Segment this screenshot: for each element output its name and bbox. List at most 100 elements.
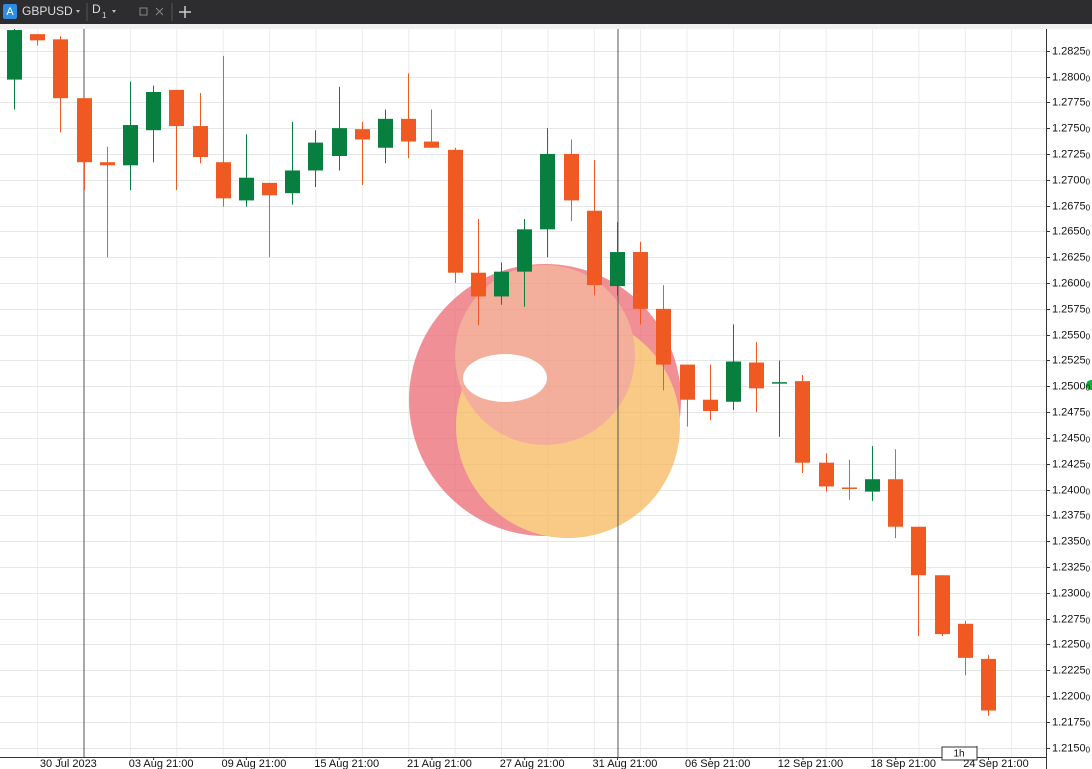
candle-body [471,272,486,297]
symbol-name[interactable]: GBPUSD [22,4,73,18]
timeframe-sub: 1 [102,11,107,20]
y-tick-label: 1.25000 [1052,380,1091,392]
y-tick-label: 1.21500 [1052,742,1091,754]
candle-body [424,141,439,148]
symbol-icon: A [6,6,14,18]
new-tab-button[interactable] [179,6,191,18]
candle-body [378,118,393,148]
candle-body [53,39,68,99]
candle-body [517,229,532,272]
timeframe-dropdown[interactable] [112,10,116,13]
x-tick-label: 09 Aug 21:00 [221,758,286,769]
candle-body [749,362,764,389]
price-axis-bg [1047,29,1092,769]
candle-body [865,479,880,492]
symbol-dropdown[interactable] [76,10,80,13]
detach-button[interactable] [139,7,148,16]
y-tick-label: 1.28250 [1052,45,1091,57]
watermark-logo [409,264,681,538]
axes: 1.21500 1.21750 1.22000 1.22250 1.22500 1.227… [40,45,1091,769]
time-marker: 1h [953,749,964,760]
y-tick-label: 1.22500 [1052,638,1091,650]
candle-body [911,526,926,576]
y-tick-label: 1.25500 [1052,329,1091,341]
close-tab-button[interactable] [155,7,164,16]
y-tick-label: 1.24000 [1052,484,1091,496]
y-tick-label: 1.27000 [1052,174,1091,186]
tab-bar-border [0,24,1092,29]
candle-body [355,129,370,140]
y-tick-label: 1.25250 [1052,354,1091,366]
candle-body [564,153,579,201]
y-tick-label: 1.27750 [1052,96,1091,108]
x-tick-label: 06 Sep 21:00 [685,758,750,769]
candle-body [77,98,92,163]
candle-body [703,399,718,412]
x-tick-label: 03 Aug 21:00 [129,758,194,769]
candle-body [239,177,254,201]
candle-body [958,623,973,658]
candle-body [401,118,416,142]
y-tick-label: 1.25750 [1052,303,1091,315]
candle-body [680,364,695,400]
current-price-marker [1086,380,1092,390]
candle-body [633,252,648,309]
candle-body [656,308,671,365]
y-tick-label: 1.24750 [1052,406,1091,418]
candle-body [100,162,115,166]
candle-body [308,142,323,171]
candle-body [285,170,300,194]
y-tick-label: 1.23500 [1052,535,1091,547]
candle-body [888,479,903,527]
time-marker-frame[interactable] [941,746,978,761]
candle-body [540,153,555,230]
candle-body [7,30,22,80]
y-tick-label: 1.22250 [1052,664,1091,676]
candle-body [332,128,347,157]
y-tick-label: 1.21750 [1052,716,1091,728]
y-tick-label: 1.27250 [1052,148,1091,160]
candle-body [819,462,834,487]
x-tick-label: 27 Aug 21:00 [500,758,565,769]
x-tick-label: 15 Aug 21:00 [314,758,379,769]
y-tick-label: 1.24250 [1052,458,1091,470]
candle-body [448,149,463,273]
y-tick-label: 1.26000 [1052,277,1091,289]
candle-body [935,575,950,635]
candle-body [772,382,787,384]
x-tick-label: 21 Aug 21:00 [407,758,472,769]
y-tick-label: 1.27500 [1052,122,1091,134]
candle-body [30,34,45,41]
x-tick-label: 30 Jul 2023 [40,758,97,769]
candle-body [123,125,138,166]
y-tick-label: 1.26500 [1052,225,1091,237]
y-tick-label: 1.23750 [1052,509,1091,521]
y-tick-label: 1.24500 [1052,432,1091,444]
candle-body [726,361,741,402]
timeframe[interactable]: D [92,2,101,16]
candles [7,29,996,716]
candle-body [494,271,509,297]
candle-body [610,252,625,287]
tab-bar [0,0,1092,24]
y-tick-label: 1.22000 [1052,690,1091,702]
candle-body [262,182,277,196]
candle-body [842,487,857,489]
y-tick-label: 1.28000 [1052,71,1091,83]
x-tick-label: 31 Aug 21:00 [593,758,658,769]
x-tick-label: 18 Sep 21:00 [870,758,935,769]
candle-body [216,162,231,199]
y-tick-label: 1.26250 [1052,251,1091,263]
symbol-icon-bg[interactable] [3,4,17,19]
candle-body [795,381,810,463]
x-tick-label: 12 Sep 21:00 [778,758,843,769]
candle-body [981,658,996,711]
candle-body [146,91,161,131]
candle-body [587,210,602,286]
candle-body [193,126,208,158]
y-tick-label: 1.22750 [1052,613,1091,625]
y-tick-label: 1.23000 [1052,587,1091,599]
candle-body [169,89,184,127]
